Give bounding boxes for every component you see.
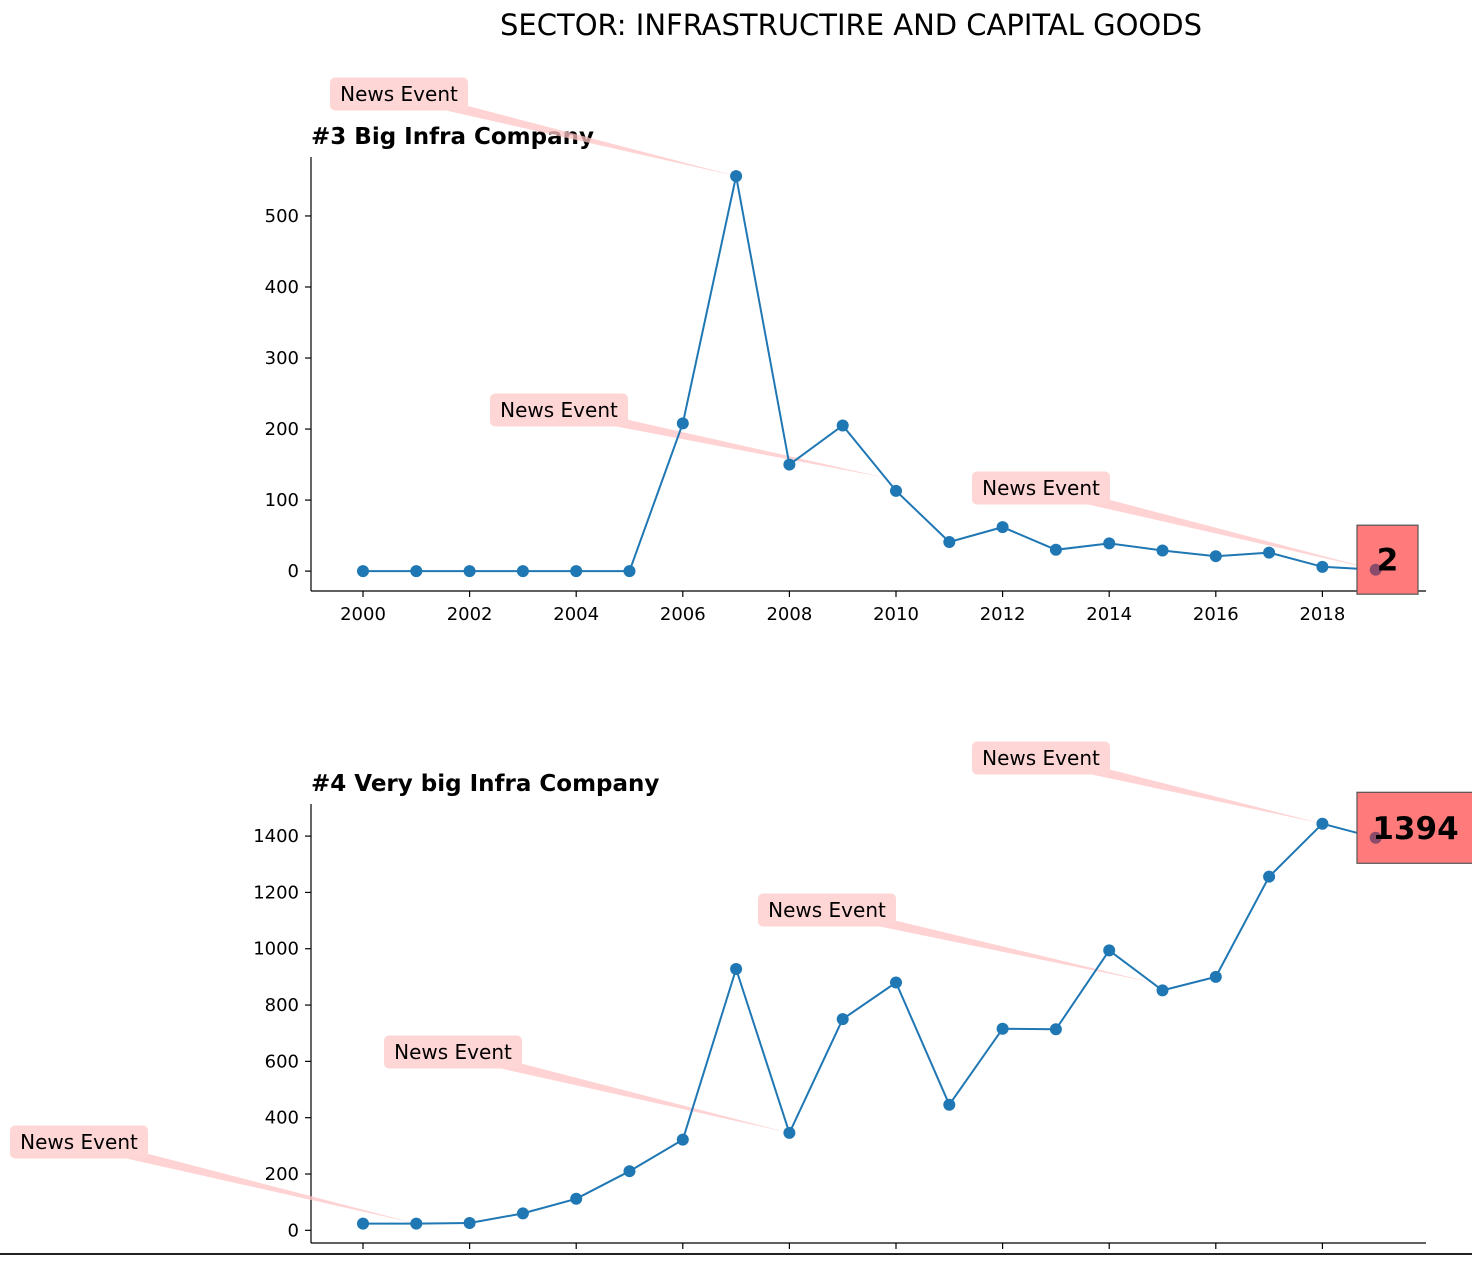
annotation-label: News Event (500, 398, 618, 422)
x-tick-label: 2006 (660, 604, 706, 625)
y-tick-label: 0 (288, 1220, 299, 1241)
annotation-box (490, 393, 628, 427)
data-point (1156, 984, 1169, 997)
data-point (1103, 944, 1116, 957)
data-point (1209, 550, 1222, 563)
y-tick-label: 200 (265, 419, 299, 440)
y-tick-label: 800 (265, 995, 299, 1016)
data-point (570, 565, 583, 578)
data-point (783, 458, 796, 471)
annotation-arrow (71, 1138, 417, 1224)
last-value-label: 2 (1377, 543, 1399, 579)
y-tick-label: 300 (265, 348, 299, 369)
data-point (410, 1217, 423, 1230)
data-point (623, 1165, 636, 1178)
data-point (1263, 546, 1276, 559)
annotation-label: News Event (982, 476, 1100, 500)
x-tick-label: 2016 (1193, 604, 1239, 625)
data-point (890, 976, 902, 989)
annotation-label: News Event (394, 1040, 512, 1064)
last-value-label: 1394 (1372, 811, 1458, 847)
y-tick-label: 400 (265, 1108, 299, 1129)
y-tick-label: 500 (265, 206, 299, 227)
figure-title: SECTOR: INFRASTRUCTIRE AND CAPITAL GOODS (500, 8, 1202, 42)
x-tick-label: 2008 (766, 604, 812, 625)
data-point (463, 1217, 476, 1230)
data-point (516, 1207, 529, 1220)
annotation-label: News Event (340, 82, 458, 106)
data-point (836, 1013, 849, 1026)
annotation-label: News Event (982, 746, 1100, 770)
data-point (463, 565, 476, 578)
data-point (1263, 870, 1276, 883)
y-tick-label: 1400 (253, 826, 299, 847)
data-point (410, 565, 423, 578)
data-point (516, 565, 529, 578)
annotation-arrow (551, 406, 886, 478)
data-point (943, 535, 956, 548)
annotation-label: News Event (20, 1130, 138, 1154)
x-tick-label: 2012 (980, 604, 1026, 625)
y-tick-label: 1200 (253, 882, 299, 903)
annotation-box (384, 1035, 522, 1069)
data-point (676, 1133, 689, 1146)
y-tick-label: 0 (288, 561, 299, 582)
data-point (996, 1022, 1009, 1035)
x-tick-label: 2000 (340, 604, 386, 625)
data-point (623, 565, 636, 578)
x-tick-label: 2004 (553, 604, 599, 625)
x-tick-label: 2014 (1086, 604, 1132, 625)
data-point (836, 419, 849, 432)
data-point (996, 521, 1009, 534)
chart-panel-3: #3 Big Infra Company01002003004005002000… (265, 77, 1426, 625)
annotation-box (972, 741, 1110, 775)
last-data-point (1369, 831, 1382, 844)
x-tick-label: 2010 (873, 604, 919, 625)
data-point (1049, 543, 1062, 556)
y-tick-label: 600 (265, 1051, 299, 1072)
annotation-box (972, 471, 1110, 505)
chart-panel-4: #4 Very big Infra Company 0 200 400 600 800 10… (10, 741, 1472, 1249)
annotation-box (10, 1125, 148, 1159)
data-point (570, 1192, 583, 1205)
y-tick-label: 400 (265, 277, 299, 298)
annotation-arrow (819, 906, 1152, 983)
data-point (357, 1217, 369, 1230)
series-line (363, 175, 1376, 573)
data-point (357, 565, 369, 578)
data-point (783, 1126, 796, 1139)
y-tick-label: 1000 (253, 939, 299, 960)
panel-title: #4 Very big Infra Company (311, 771, 659, 797)
data-point (1103, 537, 1116, 550)
x-tick-label: 2002 (447, 604, 493, 625)
last-value-box (1356, 791, 1472, 864)
data-point (1156, 544, 1169, 557)
data-point (1316, 817, 1329, 830)
data-point (943, 1098, 956, 1111)
data-point (1049, 1023, 1062, 1036)
annotation-arrow (445, 1048, 790, 1133)
last-data-point (1369, 563, 1382, 576)
data-point (730, 170, 743, 183)
last-value-box (1356, 524, 1419, 595)
y-tick-label: 200 (265, 1164, 299, 1185)
data-point (1316, 560, 1329, 573)
data-point (1209, 970, 1222, 983)
data-point (676, 417, 689, 430)
annotation-arrow (1033, 484, 1376, 570)
x-tick-label: 2018 (1299, 604, 1345, 625)
annotation-label: News Event (768, 898, 886, 922)
y-tick-label: 100 (265, 490, 299, 511)
data-point (730, 963, 743, 976)
annotation-box (330, 77, 468, 111)
annotation-box (758, 893, 896, 927)
data-point (890, 484, 902, 497)
annotation-arrow (391, 90, 737, 177)
series-line (363, 822, 1376, 1225)
